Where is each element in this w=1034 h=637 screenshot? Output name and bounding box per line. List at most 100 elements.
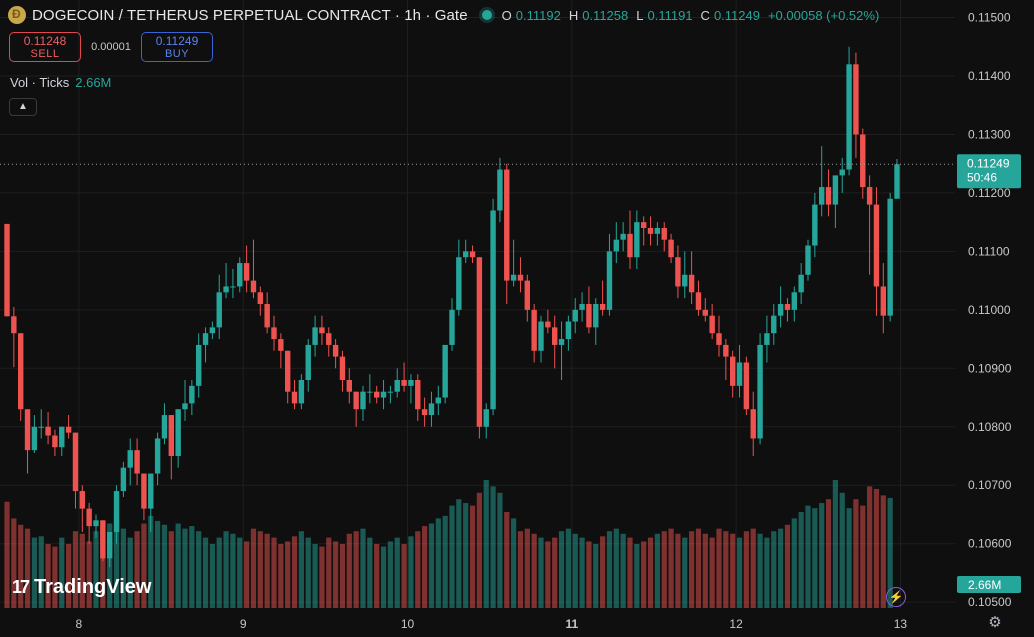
tradingview-logo[interactable]: 17 TradingView: [12, 576, 151, 599]
symbol-title[interactable]: DOGECOIN / TETHERUS PERPETUAL CONTRACT ·…: [32, 6, 468, 24]
volume-bar: [394, 537, 400, 608]
volume-bars: [4, 480, 893, 608]
volume-bar: [209, 544, 215, 608]
candle: [141, 473, 147, 521]
volume-bar: [374, 544, 380, 608]
lightning-icon[interactable]: ⚡: [886, 587, 906, 607]
candle-body: [572, 309, 578, 322]
candle: [654, 222, 661, 246]
candle-body: [647, 228, 654, 234]
candle: [326, 327, 332, 357]
candle-body: [757, 344, 763, 439]
candle: [442, 344, 448, 404]
candle: [312, 315, 318, 357]
collapse-legend-button[interactable]: ▲: [9, 98, 37, 116]
volume-bar: [339, 544, 346, 608]
candle: [723, 339, 729, 380]
price-tick-label: 0.10900: [968, 361, 1012, 375]
volume-bar: [798, 512, 804, 608]
candle-body: [250, 280, 257, 293]
candle-body: [189, 385, 195, 404]
candle: [545, 309, 551, 334]
candle: [243, 245, 250, 293]
candle-body: [812, 204, 818, 246]
candle-body: [353, 391, 359, 410]
candle-body: [113, 491, 120, 532]
candle: [257, 286, 264, 316]
candle-body: [161, 415, 168, 439]
volume-bar: [702, 533, 708, 608]
candle-body: [195, 344, 202, 386]
candle: [93, 514, 99, 538]
candle-body: [668, 239, 674, 258]
volume-bar: [723, 531, 729, 608]
candle: [709, 304, 715, 340]
candle-body: [120, 467, 127, 492]
candle: [661, 222, 667, 252]
candle: [202, 327, 209, 363]
volume-bar: [401, 544, 407, 608]
gear-icon[interactable]: ⚙: [988, 614, 1002, 631]
candle-body: [182, 403, 188, 410]
volume-bar: [736, 537, 743, 608]
candle: [839, 157, 845, 193]
candle-body: [435, 397, 442, 404]
candle-body: [880, 286, 887, 316]
volume-bar: [839, 492, 845, 608]
candle-body: [476, 257, 483, 427]
sell-button[interactable]: 0.11248 SELL: [9, 32, 81, 62]
volume-bar: [442, 515, 448, 608]
candle: [45, 412, 51, 445]
volume-bar: [668, 528, 674, 608]
volume-legend[interactable]: Vol · Ticks 2.66M: [10, 75, 111, 90]
candle-body: [565, 321, 572, 340]
buy-price: 0.11249: [155, 34, 199, 48]
price-tick-label: 0.11200: [968, 186, 1011, 200]
candle-body: [52, 435, 58, 448]
volume-bar: [141, 523, 147, 608]
volume-bar: [853, 499, 859, 608]
candle-body: [640, 222, 647, 228]
candle: [784, 298, 791, 322]
candle-body: [688, 274, 695, 293]
candle-body: [846, 64, 852, 170]
buy-button[interactable]: 0.11249 BUY: [141, 32, 213, 62]
candle: [647, 216, 654, 246]
candle: [154, 432, 161, 486]
volume-bar: [223, 531, 229, 608]
volume-bar: [24, 528, 31, 608]
candle: [668, 233, 674, 264]
volume-bar: [565, 528, 571, 608]
candle: [695, 280, 702, 316]
volume-bar: [641, 541, 647, 608]
candle-body: [702, 309, 709, 316]
volume-bar: [72, 531, 79, 608]
candle-body: [257, 292, 264, 304]
candle-body: [771, 315, 777, 334]
candle-body: [154, 438, 161, 474]
candle-body: [86, 508, 92, 527]
candle: [825, 169, 832, 217]
candle: [599, 280, 606, 316]
volume-bar: [483, 480, 489, 608]
candle: [250, 239, 257, 299]
candle-body: [360, 391, 366, 410]
time-tick-label: 12: [729, 617, 743, 631]
volume-bar: [579, 537, 585, 608]
volume-bar: [367, 537, 373, 608]
candle: [284, 350, 291, 404]
volume-bar: [298, 531, 304, 608]
candle-body: [72, 432, 79, 492]
candle: [4, 223, 10, 317]
candle: [148, 473, 154, 532]
time-tick-label: 13: [894, 617, 908, 631]
volume-bar: [244, 541, 250, 608]
volume-label: Vol · Ticks: [10, 75, 70, 90]
price-axis: 0.11500 0.11400 0.11300 0.11200 0.11100 0.110…: [968, 11, 1012, 610]
candle: [237, 257, 243, 293]
candle: [387, 385, 394, 404]
volume-bar: [18, 524, 24, 608]
candle-body: [394, 380, 400, 392]
price-tick-label: 0.10800: [968, 420, 1012, 434]
